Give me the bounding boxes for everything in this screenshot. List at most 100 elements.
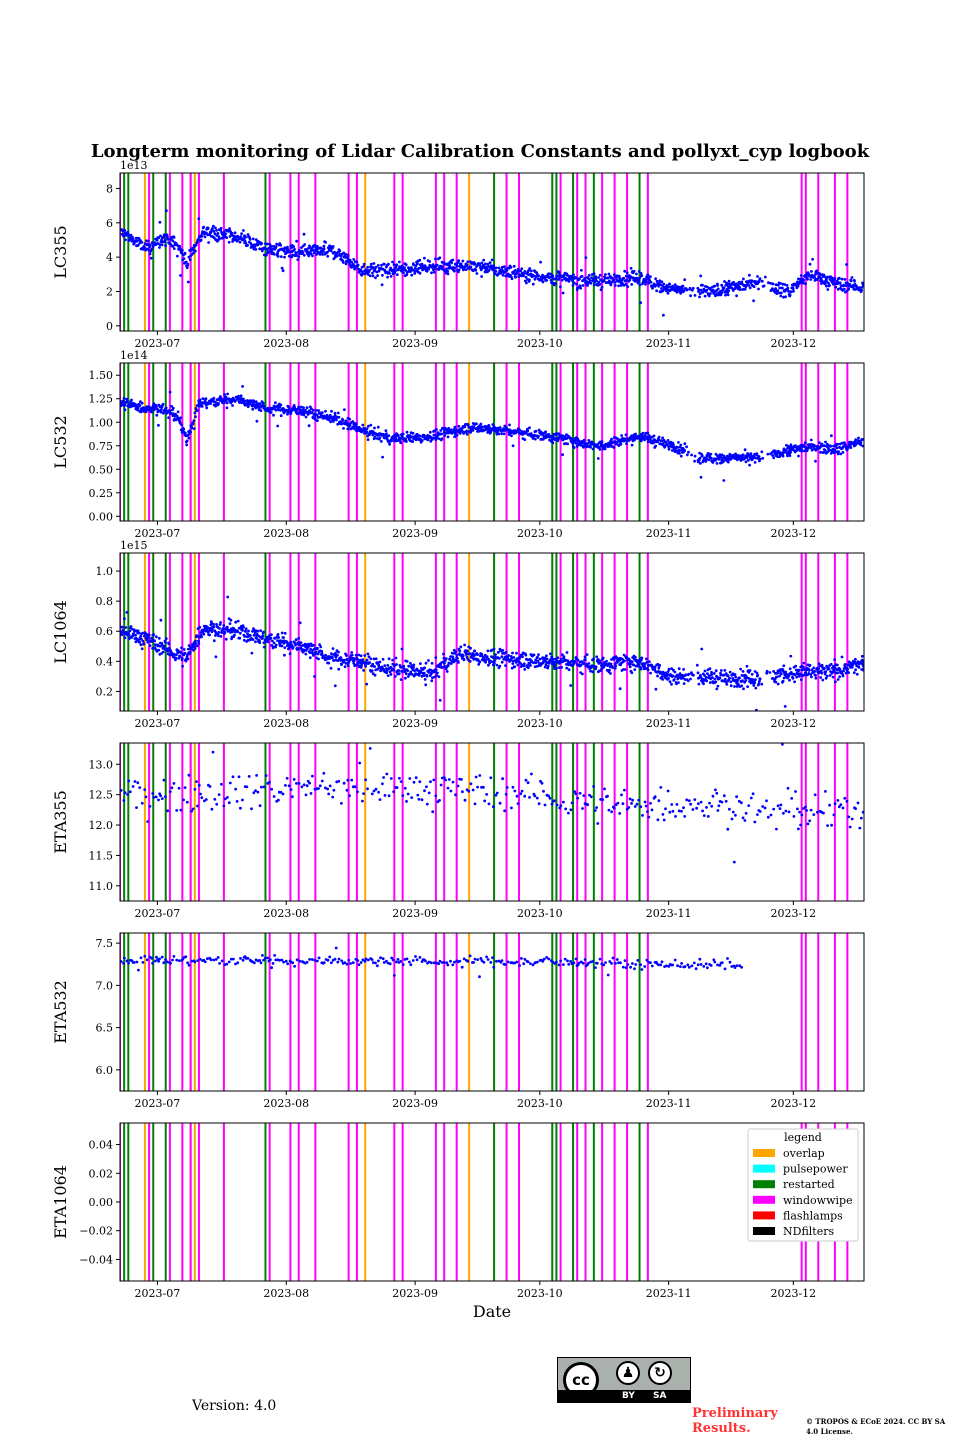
data-point: [303, 642, 307, 646]
data-point: [670, 682, 673, 686]
data-point: [427, 267, 431, 271]
data-point: [311, 408, 315, 412]
data-point: [337, 415, 341, 419]
data-point: [445, 267, 448, 271]
data-point: [740, 674, 744, 677]
data-point: [333, 411, 337, 415]
data-point: [635, 272, 638, 276]
data-point: [719, 293, 723, 297]
data-point: [487, 428, 491, 432]
data-point: [771, 454, 774, 457]
data-point: [480, 652, 484, 656]
data-point: [598, 661, 602, 665]
data-point: [643, 434, 647, 437]
data-point: [835, 663, 839, 667]
data-point: [393, 269, 397, 273]
data-point: [157, 648, 161, 652]
x-tick-label: 2023-12: [770, 337, 816, 350]
data-point: [797, 668, 801, 672]
data-point: [725, 682, 729, 686]
data-point: [791, 676, 795, 680]
data-point: [541, 280, 545, 284]
data-point: [162, 644, 166, 648]
data-point: [647, 281, 651, 285]
data-point: [833, 658, 836, 661]
data-point: [164, 408, 168, 412]
data-point: [454, 430, 457, 434]
data-point: [661, 678, 665, 681]
data-point: [592, 657, 595, 661]
data-point: [141, 639, 145, 643]
data-point: [147, 633, 151, 637]
data-point: [124, 238, 127, 242]
data-point: [234, 399, 237, 402]
data-point: [836, 442, 840, 446]
data-point: [658, 663, 661, 667]
data-point: [755, 671, 759, 675]
data-point: [757, 455, 761, 459]
data-point: [704, 676, 708, 679]
data-point: [127, 633, 131, 637]
data-point: [465, 429, 469, 433]
data-point: [551, 274, 555, 278]
data-point: [134, 633, 137, 637]
data-point: [758, 457, 762, 461]
data-point: [144, 410, 148, 414]
data-point: [383, 436, 387, 440]
data-point: [496, 651, 500, 654]
data-point: [168, 390, 172, 394]
data-point: [396, 433, 400, 437]
data-point: [572, 281, 576, 285]
data-point: [786, 286, 790, 290]
data-point: [214, 226, 217, 230]
data-point: [185, 266, 189, 270]
data-point: [554, 282, 558, 285]
data-point: [630, 283, 634, 286]
data-point: [824, 670, 828, 674]
data-point: [222, 627, 225, 631]
data-point: [589, 281, 593, 285]
data-point: [392, 668, 396, 672]
data-point: [346, 427, 350, 431]
data-point: [642, 436, 646, 439]
data-point: [450, 651, 454, 655]
data-point: [315, 253, 319, 256]
data-point: [279, 255, 283, 258]
data-point: [431, 676, 434, 680]
data-point: [630, 660, 634, 664]
data-point: [281, 269, 285, 273]
data-point: [639, 301, 642, 305]
data-point: [430, 271, 433, 275]
data-point: [338, 249, 342, 253]
data-point: [750, 672, 754, 676]
data-point: [428, 260, 431, 263]
data-point: [434, 656, 438, 659]
x-tick-label: 2023-09: [392, 527, 438, 540]
data-point: [335, 254, 339, 258]
data-point: [435, 435, 439, 438]
data-point: [254, 400, 258, 404]
data-point: [197, 217, 201, 221]
data-point: [828, 674, 832, 677]
data-point: [262, 645, 266, 649]
data-point: [687, 672, 691, 676]
data-point: [233, 231, 237, 235]
data-point: [598, 282, 602, 286]
data-point: [624, 433, 628, 437]
data-point: [480, 275, 483, 278]
data-point: [590, 440, 594, 444]
data-point: [812, 666, 816, 670]
data-point: [699, 274, 703, 278]
data-point: [198, 625, 202, 629]
data-point: [711, 676, 714, 679]
data-point: [258, 402, 262, 406]
data-point: [565, 651, 569, 654]
data-point: [825, 674, 829, 678]
data-point: [585, 653, 589, 656]
data-point: [486, 262, 490, 266]
data-point: [493, 661, 496, 665]
data-point: [657, 438, 661, 442]
data-point: [751, 279, 754, 283]
data-point: [424, 661, 428, 665]
data-point: [167, 642, 171, 646]
